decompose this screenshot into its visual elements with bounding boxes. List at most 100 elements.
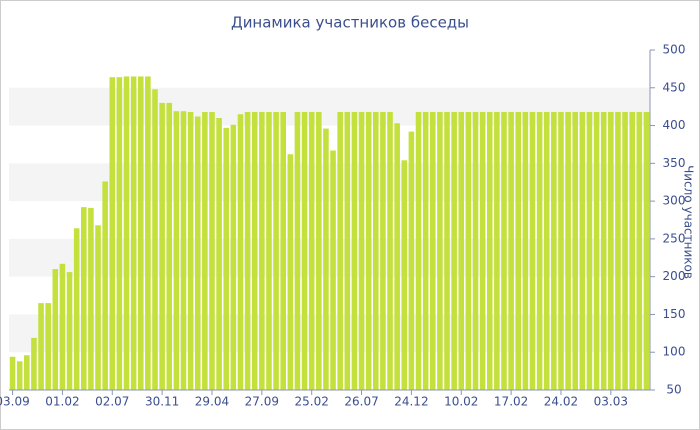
bar <box>330 150 336 390</box>
bar <box>408 131 415 390</box>
bar <box>337 111 343 390</box>
bar <box>259 111 265 390</box>
bar <box>301 111 308 390</box>
bar <box>522 111 529 390</box>
x-tick-label: 30.11 <box>145 395 179 409</box>
bar <box>358 111 365 390</box>
y-tick-label: 100 <box>663 345 686 359</box>
bar <box>209 111 215 390</box>
bar <box>422 111 429 390</box>
x-tick-label: 24.02 <box>544 395 578 409</box>
bar <box>515 111 522 390</box>
x-tick-label: 24.12 <box>394 395 428 409</box>
y-tick-label: 150 <box>663 307 686 321</box>
bar <box>116 77 123 390</box>
bar <box>316 111 322 390</box>
bar <box>31 337 37 390</box>
bar <box>508 111 514 390</box>
x-tick-label: 03.09 <box>0 395 30 409</box>
bar <box>266 111 272 390</box>
bar <box>159 102 165 390</box>
x-tick-label: 26.07 <box>344 395 378 409</box>
bar <box>479 111 486 390</box>
bar <box>244 111 251 390</box>
bar <box>472 111 479 390</box>
bar <box>16 361 23 390</box>
bar <box>387 111 393 390</box>
bar <box>230 124 237 391</box>
bar <box>180 111 187 390</box>
bar <box>501 111 507 390</box>
bar <box>458 111 465 390</box>
bar <box>572 111 578 390</box>
bar <box>636 111 643 390</box>
bar <box>429 111 436 390</box>
bar <box>380 111 386 390</box>
bar <box>145 76 151 390</box>
bar <box>95 225 101 390</box>
bar <box>486 111 493 390</box>
bar <box>365 111 372 390</box>
chart-title: Динамика участников беседы <box>231 14 469 32</box>
bar <box>586 111 593 390</box>
x-tick-label: 25.02 <box>295 395 329 409</box>
bar <box>273 111 279 390</box>
bar <box>608 111 614 390</box>
bar <box>280 111 286 390</box>
bar <box>66 272 73 390</box>
bar <box>130 76 137 390</box>
bar <box>9 356 16 390</box>
bar <box>536 111 543 390</box>
x-tick-label: 29.04 <box>195 395 229 409</box>
bar <box>237 114 244 390</box>
bar <box>437 111 443 390</box>
bar <box>622 111 628 390</box>
bar <box>45 303 51 390</box>
bar <box>109 77 116 390</box>
grid-band <box>9 238 650 277</box>
bar <box>629 111 635 390</box>
x-tick-label: 02.07 <box>95 395 129 409</box>
bar <box>308 111 315 390</box>
y-tick-label: 300 <box>663 194 686 208</box>
bar <box>551 111 557 390</box>
bar <box>565 111 571 390</box>
bar <box>615 111 621 390</box>
y-tick-label: 50 <box>666 383 681 397</box>
bar <box>529 111 536 390</box>
bar <box>394 123 400 391</box>
bar <box>24 355 30 390</box>
bar <box>344 111 351 390</box>
bar <box>137 76 144 390</box>
y-tick-label: 500 <box>663 43 686 57</box>
bar <box>187 111 194 390</box>
y-tick-label: 250 <box>663 231 686 245</box>
x-tick-label: 27.09 <box>245 395 279 409</box>
bar <box>52 269 59 390</box>
bar <box>494 111 500 390</box>
bar <box>451 111 457 390</box>
bar <box>643 111 650 390</box>
bar <box>444 111 450 390</box>
y-tick-label: 200 <box>663 269 686 283</box>
x-tick-label: 01.02 <box>45 395 79 409</box>
x-tick-label: 03.03 <box>594 395 628 409</box>
bar <box>351 111 358 390</box>
bar <box>600 111 607 390</box>
y-axis-label: Число участников <box>682 165 696 279</box>
bar <box>593 111 600 390</box>
bar <box>251 111 258 390</box>
bar <box>88 207 94 390</box>
grid-band <box>9 163 650 202</box>
bar <box>401 160 408 390</box>
bar <box>543 111 550 390</box>
bar <box>294 111 301 390</box>
grid-band <box>9 87 650 126</box>
bar <box>223 127 230 391</box>
grid-band <box>9 314 650 353</box>
y-tick-label: 400 <box>663 118 686 132</box>
bar <box>102 181 108 390</box>
bar <box>73 228 80 390</box>
bar <box>123 76 130 390</box>
